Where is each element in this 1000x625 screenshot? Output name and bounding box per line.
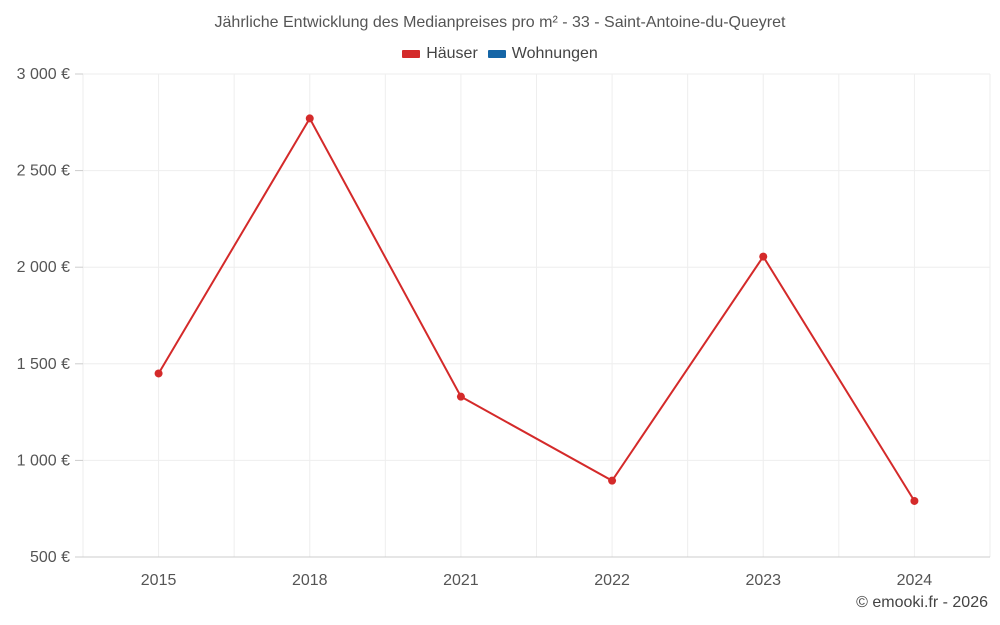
legend-item-wohnungen[interactable]: Wohnungen (487, 45, 598, 63)
x-tick-label: 2022 (594, 572, 630, 589)
y-tick-label: 1 500 € (17, 356, 70, 373)
data-point (608, 476, 617, 485)
legend-item-haeuser[interactable]: Häuser (402, 45, 478, 63)
y-tick-label: 2 000 € (17, 259, 70, 276)
data-point (910, 496, 919, 505)
legend-label-wohnungen: Wohnungen (511, 45, 598, 62)
y-tick-label: 500 € (30, 549, 70, 566)
legend-label-haeuser: Häuser (426, 45, 478, 62)
x-tick-label: 2021 (443, 572, 479, 589)
y-tick-label: 3 000 € (17, 66, 70, 83)
x-tick-label: 2015 (141, 572, 177, 589)
x-tick-label: 2024 (897, 572, 933, 589)
legend-swatch-wohnungen (487, 50, 506, 58)
x-tick-label: 2023 (745, 572, 781, 589)
series-line-0 (157, 116, 916, 502)
y-tick-label: 2 500 € (17, 163, 70, 180)
data-point (154, 369, 163, 378)
chart-title: Jährliche Entwicklung des Medianpreises … (214, 14, 786, 31)
data-point (456, 392, 465, 401)
legend: Häuser Wohnungen (0, 45, 1000, 63)
credit-text: © emooki.fr - 2026 (856, 594, 988, 611)
data-point (305, 114, 314, 123)
legend-swatch-haeuser (402, 50, 421, 58)
x-tick-label: 2018 (292, 572, 328, 589)
y-tick-label: 1 000 € (17, 452, 70, 469)
data-point (759, 252, 768, 261)
